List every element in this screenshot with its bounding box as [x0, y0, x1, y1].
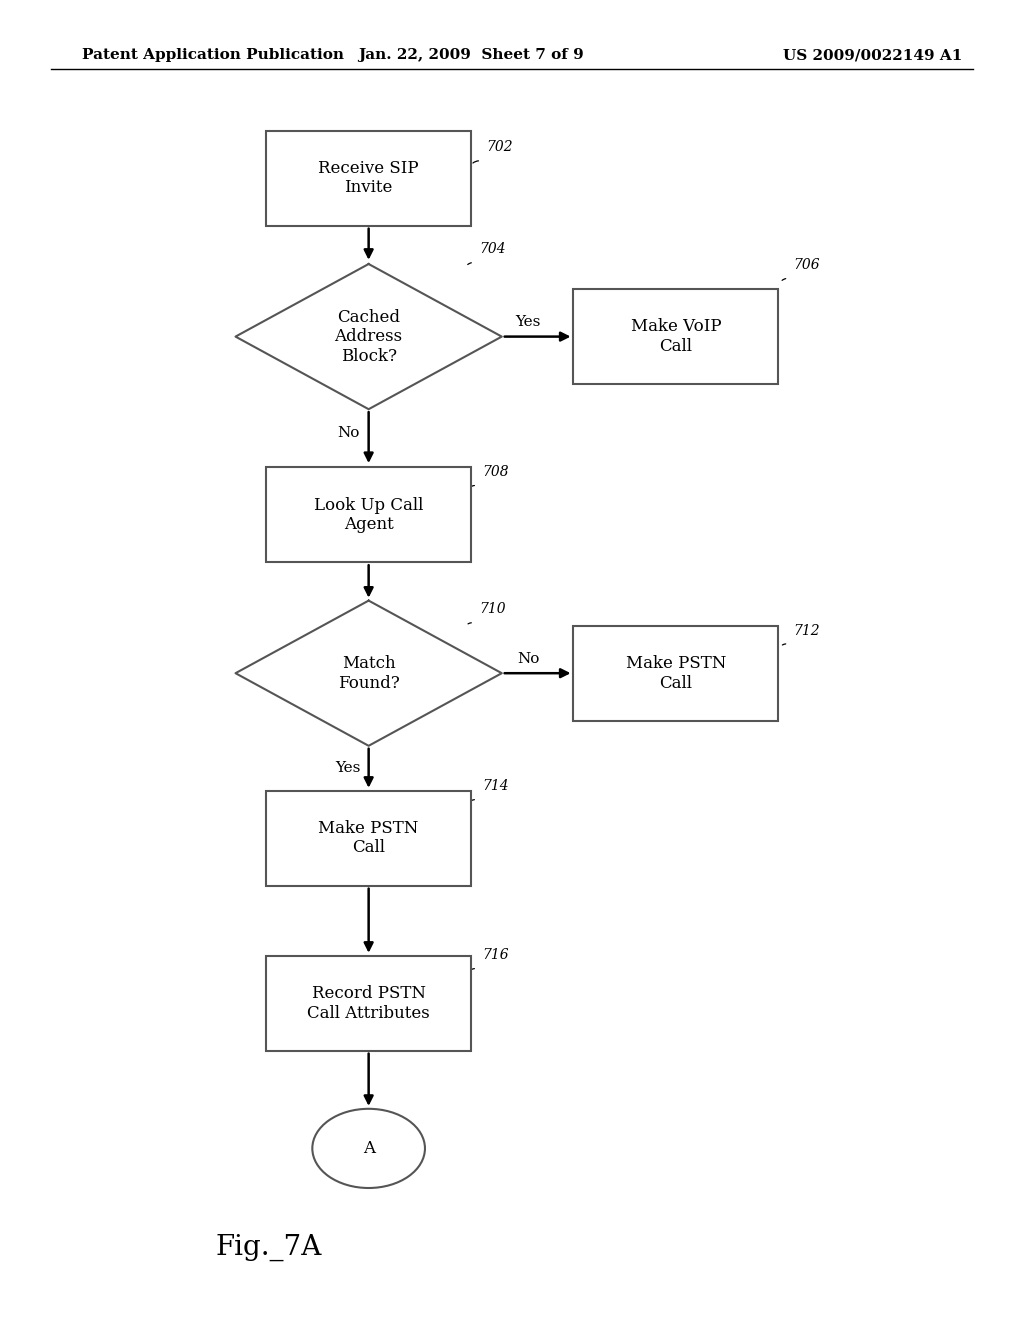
Text: Look Up Call
Agent: Look Up Call Agent — [314, 496, 423, 533]
Text: 710: 710 — [479, 602, 506, 616]
Text: US 2009/0022149 A1: US 2009/0022149 A1 — [783, 49, 963, 62]
Text: Make PSTN
Call: Make PSTN Call — [318, 820, 419, 857]
Text: No: No — [517, 652, 540, 665]
Text: Yes: Yes — [516, 315, 541, 329]
Text: 706: 706 — [794, 257, 820, 272]
Text: Cached
Address
Block?: Cached Address Block? — [335, 309, 402, 364]
Text: 716: 716 — [482, 948, 509, 962]
Text: Yes: Yes — [336, 762, 360, 775]
Text: Receive SIP
Invite: Receive SIP Invite — [318, 160, 419, 197]
Text: Fig._7A: Fig._7A — [215, 1234, 322, 1261]
Ellipse shape — [312, 1109, 425, 1188]
Text: Make PSTN
Call: Make PSTN Call — [626, 655, 726, 692]
Text: No: No — [337, 426, 359, 440]
Text: 714: 714 — [482, 779, 509, 793]
Text: Jan. 22, 2009  Sheet 7 of 9: Jan. 22, 2009 Sheet 7 of 9 — [358, 49, 584, 62]
FancyBboxPatch shape — [573, 289, 778, 384]
Text: Record PSTN
Call Attributes: Record PSTN Call Attributes — [307, 985, 430, 1022]
Text: 708: 708 — [482, 465, 509, 479]
FancyBboxPatch shape — [573, 626, 778, 721]
Text: Match
Found?: Match Found? — [338, 655, 399, 692]
Text: 704: 704 — [479, 242, 506, 256]
Text: 712: 712 — [794, 623, 820, 638]
Polygon shape — [236, 601, 502, 746]
Polygon shape — [236, 264, 502, 409]
Text: Patent Application Publication: Patent Application Publication — [82, 49, 344, 62]
FancyBboxPatch shape — [266, 467, 471, 562]
FancyBboxPatch shape — [266, 956, 471, 1051]
FancyBboxPatch shape — [266, 791, 471, 886]
FancyBboxPatch shape — [266, 131, 471, 226]
Text: 702: 702 — [486, 140, 513, 154]
Text: Make VoIP
Call: Make VoIP Call — [631, 318, 721, 355]
Text: A: A — [362, 1140, 375, 1156]
